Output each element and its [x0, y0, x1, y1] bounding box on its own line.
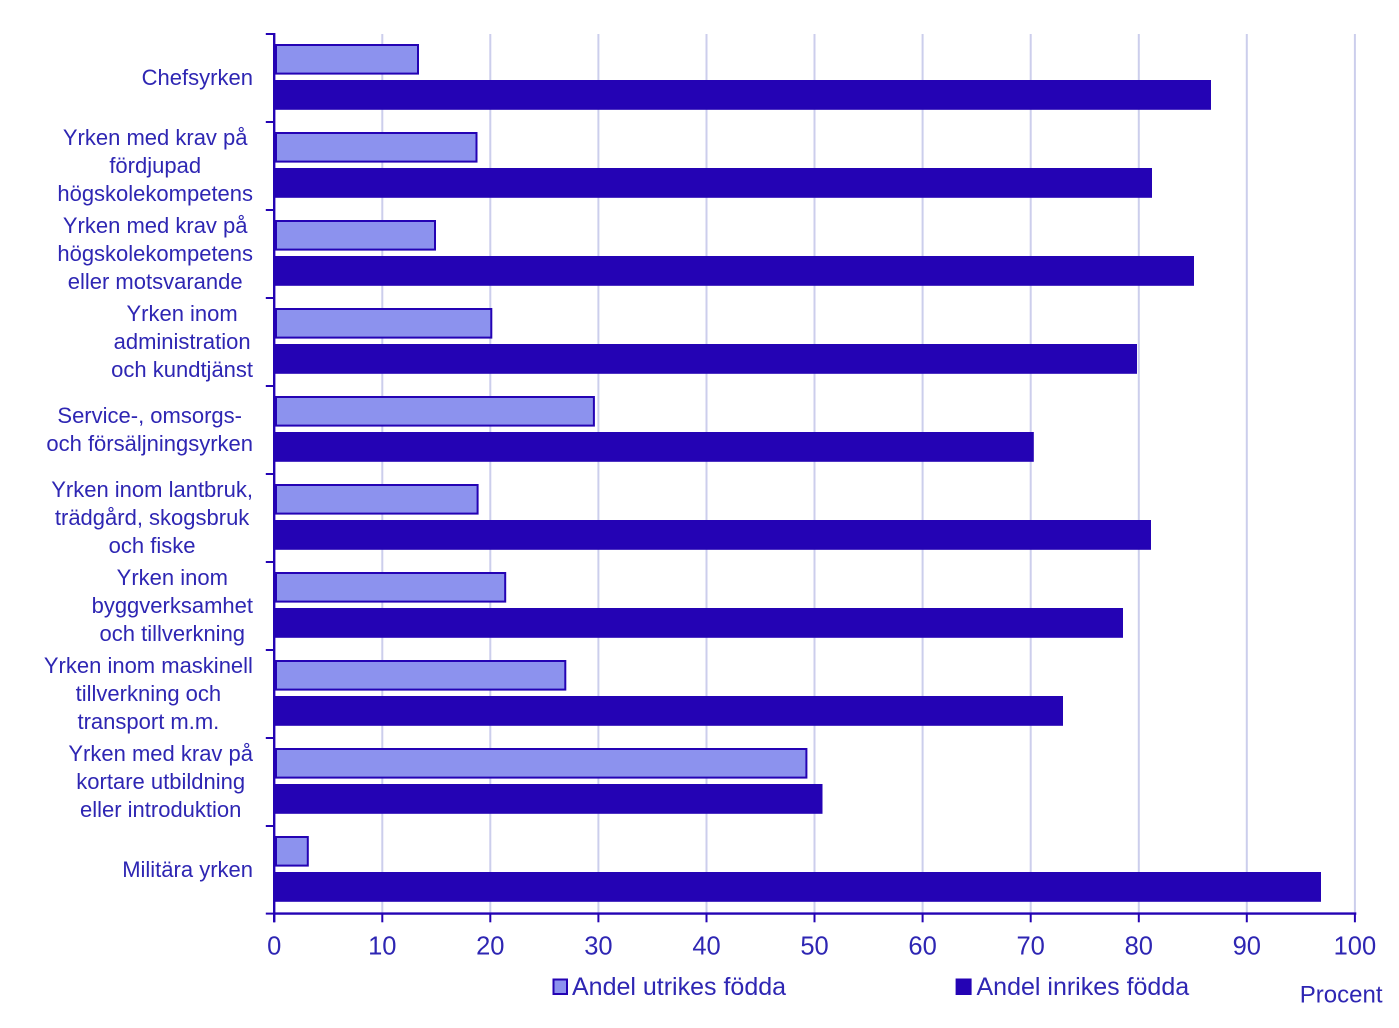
svg-text:högskolekompetens: högskolekompetens [57, 241, 253, 266]
svg-text:Militära yrken: Militära yrken [122, 857, 253, 882]
svg-text:och försäljningsyrken: och försäljningsyrken [46, 431, 253, 456]
svg-text:fördjupad: fördjupad [109, 153, 201, 178]
svg-text:administration: administration [114, 329, 251, 354]
svg-text:tillverkning och: tillverkning och [76, 681, 222, 706]
svg-text:90: 90 [1233, 933, 1261, 961]
svg-text:40: 40 [692, 933, 720, 961]
svg-text:Chefsyrken: Chefsyrken [142, 65, 253, 90]
svg-text:70: 70 [1017, 933, 1045, 961]
svg-text:byggverksamhet: byggverksamhet [92, 593, 253, 618]
svg-text:Yrken med krav på: Yrken med krav på [68, 741, 253, 766]
svg-text:och tillverkning: och tillverkning [100, 621, 246, 646]
svg-text:100: 100 [1334, 933, 1377, 961]
svg-text:Yrken med krav på: Yrken med krav på [63, 213, 248, 238]
svg-text:transport m.m.: transport m.m. [77, 709, 219, 734]
svg-text:0: 0 [267, 933, 281, 961]
svg-text:och kundtjänst: och kundtjänst [111, 357, 253, 382]
svg-text:30: 30 [584, 933, 612, 961]
svg-text:Yrken inom lantbruk,: Yrken inom lantbruk, [51, 477, 253, 502]
svg-text:Procent: Procent [1300, 982, 1383, 1009]
svg-text:eller motsvarande: eller motsvarande [68, 269, 243, 294]
svg-text:10: 10 [368, 933, 396, 961]
svg-text:trädgård, skogsbruk: trädgård, skogsbruk [55, 505, 250, 530]
svg-text:högskolekompetens: högskolekompetens [57, 181, 253, 206]
svg-text:80: 80 [1125, 933, 1153, 961]
svg-text:Yrken med krav på: Yrken med krav på [63, 125, 248, 150]
svg-text:Andel inrikes födda: Andel inrikes födda [977, 973, 1190, 1001]
svg-text:Yrken inom: Yrken inom [117, 565, 228, 590]
svg-text:eller introduktion: eller introduktion [80, 797, 241, 822]
svg-text:Andel utrikes födda: Andel utrikes födda [572, 973, 786, 1001]
svg-text:och fiske: och fiske [109, 533, 196, 558]
svg-text:Yrken inom: Yrken inom [126, 301, 237, 326]
svg-text:kortare utbildning: kortare utbildning [76, 769, 245, 794]
svg-text:Service-, omsorgs-: Service-, omsorgs- [57, 403, 242, 428]
svg-text:60: 60 [908, 933, 936, 961]
svg-text:50: 50 [800, 933, 828, 961]
svg-text:Yrken inom maskinell: Yrken inom maskinell [44, 653, 253, 678]
svg-text:20: 20 [476, 933, 504, 961]
